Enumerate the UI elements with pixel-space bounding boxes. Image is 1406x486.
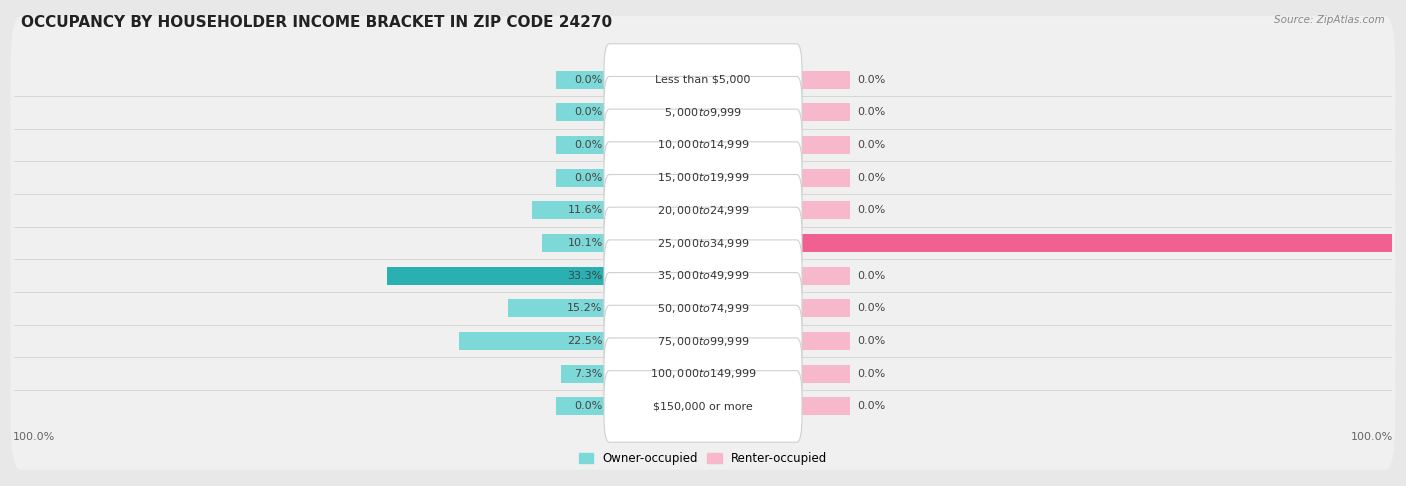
FancyBboxPatch shape [11, 180, 1395, 306]
FancyBboxPatch shape [605, 174, 801, 246]
Text: 11.6%: 11.6% [568, 205, 603, 215]
FancyBboxPatch shape [11, 49, 1395, 175]
Bar [797, 299, 851, 317]
Text: $50,000 to $74,999: $50,000 to $74,999 [657, 302, 749, 315]
Bar [797, 103, 851, 121]
Text: $150,000 or more: $150,000 or more [654, 401, 752, 412]
Text: 0.0%: 0.0% [575, 74, 603, 85]
Bar [561, 365, 609, 383]
Bar [797, 136, 851, 154]
FancyBboxPatch shape [11, 212, 1395, 339]
Text: 0.0%: 0.0% [575, 107, 603, 117]
Text: $20,000 to $24,999: $20,000 to $24,999 [657, 204, 749, 217]
FancyBboxPatch shape [605, 240, 801, 312]
Bar [531, 201, 609, 219]
Text: 0.0%: 0.0% [856, 303, 886, 313]
Text: 7.3%: 7.3% [574, 369, 603, 379]
Bar [508, 299, 609, 317]
FancyBboxPatch shape [605, 109, 801, 181]
Bar [555, 103, 609, 121]
Text: OCCUPANCY BY HOUSEHOLDER INCOME BRACKET IN ZIP CODE 24270: OCCUPANCY BY HOUSEHOLDER INCOME BRACKET … [21, 15, 612, 30]
Text: 0.0%: 0.0% [856, 173, 886, 183]
Text: $25,000 to $34,999: $25,000 to $34,999 [657, 237, 749, 249]
Text: 0.0%: 0.0% [856, 74, 886, 85]
FancyBboxPatch shape [11, 278, 1395, 404]
Bar [797, 332, 851, 350]
FancyBboxPatch shape [11, 82, 1395, 208]
Bar [555, 136, 609, 154]
Bar [797, 267, 851, 285]
FancyBboxPatch shape [11, 147, 1395, 274]
Text: 0.0%: 0.0% [856, 336, 886, 346]
FancyBboxPatch shape [11, 245, 1395, 372]
Text: $5,000 to $9,999: $5,000 to $9,999 [664, 106, 742, 119]
Text: 0.0%: 0.0% [856, 401, 886, 412]
Text: 0.0%: 0.0% [575, 401, 603, 412]
Text: 15.2%: 15.2% [567, 303, 603, 313]
Bar [555, 398, 609, 416]
Text: $15,000 to $19,999: $15,000 to $19,999 [657, 171, 749, 184]
FancyBboxPatch shape [11, 343, 1395, 470]
FancyBboxPatch shape [605, 207, 801, 279]
Text: Source: ZipAtlas.com: Source: ZipAtlas.com [1274, 15, 1385, 25]
Text: 0.0%: 0.0% [575, 140, 603, 150]
Bar [797, 70, 851, 88]
Bar [541, 234, 609, 252]
FancyBboxPatch shape [605, 44, 801, 115]
Text: 0.0%: 0.0% [856, 369, 886, 379]
Text: 0.0%: 0.0% [856, 271, 886, 281]
Text: 0.0%: 0.0% [856, 205, 886, 215]
Bar [555, 169, 609, 187]
FancyBboxPatch shape [605, 338, 801, 410]
FancyBboxPatch shape [605, 142, 801, 213]
FancyBboxPatch shape [605, 371, 801, 442]
Bar [797, 234, 1406, 252]
FancyBboxPatch shape [605, 273, 801, 344]
Bar [797, 398, 851, 416]
Text: 0.0%: 0.0% [856, 107, 886, 117]
Bar [387, 267, 609, 285]
Bar [555, 70, 609, 88]
Text: $100,000 to $149,999: $100,000 to $149,999 [650, 367, 756, 380]
Text: 0.0%: 0.0% [856, 140, 886, 150]
FancyBboxPatch shape [11, 16, 1395, 143]
Text: $75,000 to $99,999: $75,000 to $99,999 [657, 334, 749, 347]
Bar [797, 365, 851, 383]
Bar [458, 332, 609, 350]
Bar [797, 169, 851, 187]
FancyBboxPatch shape [605, 76, 801, 148]
FancyBboxPatch shape [11, 311, 1395, 437]
Text: 33.3%: 33.3% [568, 271, 603, 281]
Text: 22.5%: 22.5% [567, 336, 603, 346]
FancyBboxPatch shape [605, 305, 801, 377]
Text: $10,000 to $14,999: $10,000 to $14,999 [657, 139, 749, 152]
Text: Less than $5,000: Less than $5,000 [655, 74, 751, 85]
Text: $35,000 to $49,999: $35,000 to $49,999 [657, 269, 749, 282]
Text: 0.0%: 0.0% [575, 173, 603, 183]
Legend: Owner-occupied, Renter-occupied: Owner-occupied, Renter-occupied [574, 447, 832, 470]
Bar [797, 201, 851, 219]
FancyBboxPatch shape [11, 114, 1395, 241]
Text: 10.1%: 10.1% [568, 238, 603, 248]
